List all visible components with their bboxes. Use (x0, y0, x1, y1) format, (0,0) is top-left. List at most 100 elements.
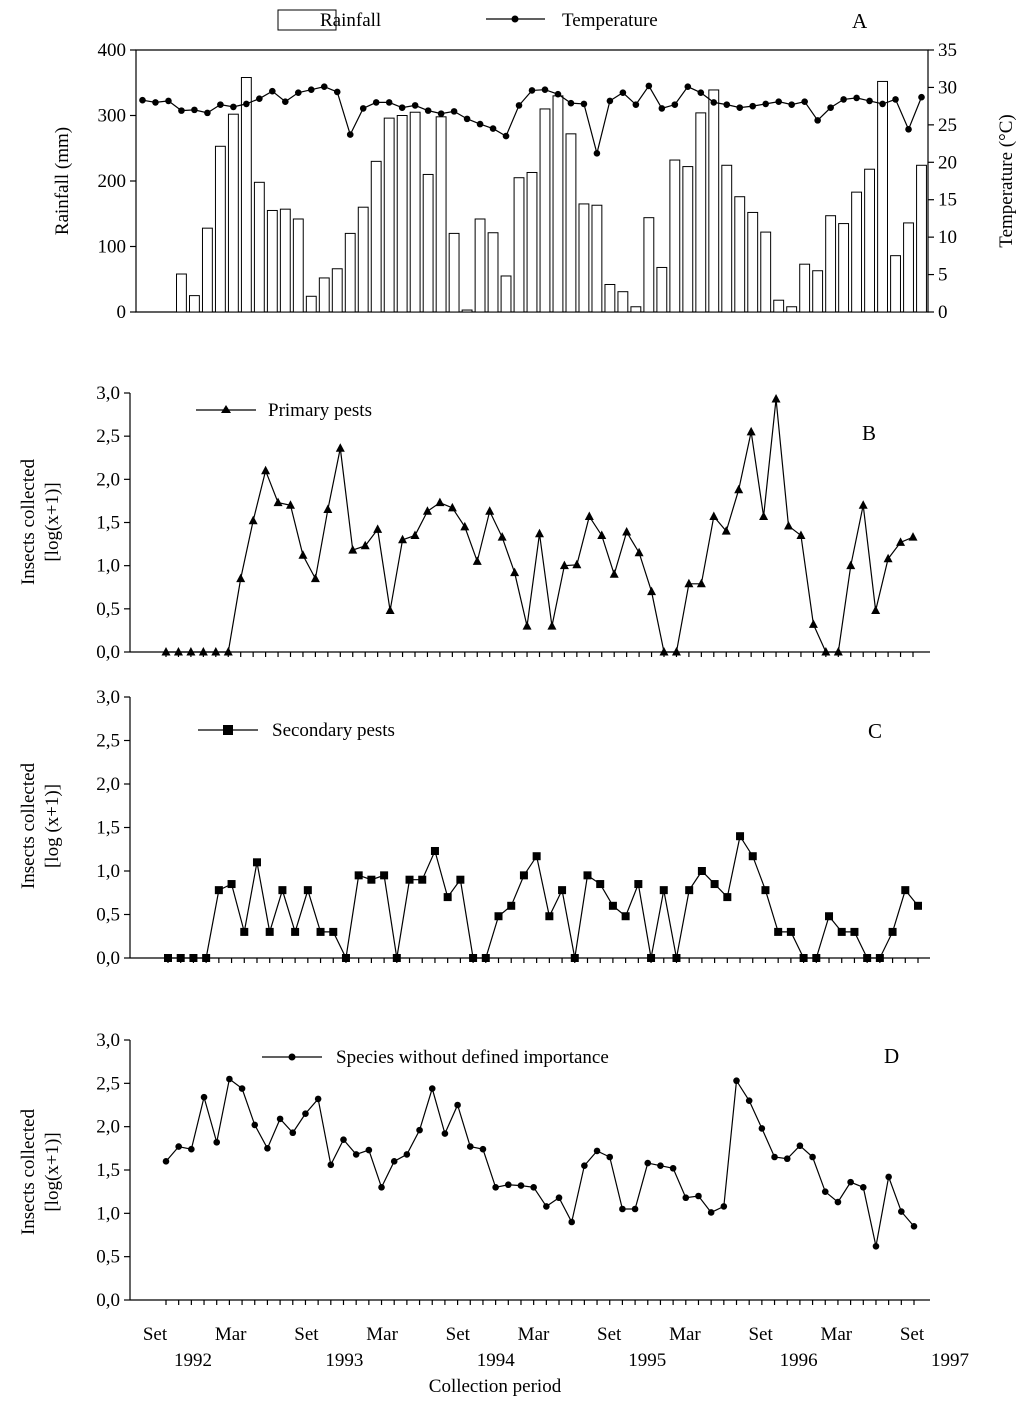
temperature-point (346, 131, 354, 138)
rainfall-bar (539, 108, 551, 313)
data-point (223, 647, 233, 656)
x-year-label: 1995 (628, 1350, 666, 1371)
temperature-point (645, 82, 653, 90)
data-point (896, 537, 906, 546)
rainfall-bar (825, 215, 837, 313)
data-point (392, 954, 401, 962)
temperature-point (398, 104, 406, 111)
data-point (597, 530, 607, 539)
data-point (555, 1194, 563, 1202)
data-point (226, 1075, 233, 1083)
data-point (428, 1085, 436, 1092)
data-point (469, 954, 478, 962)
data-point (329, 927, 338, 936)
x-year-label: 1996 (780, 1350, 818, 1371)
temperature-point (528, 87, 536, 94)
rainfall-bar (903, 222, 914, 313)
data-point (441, 1130, 449, 1137)
ytick-label: 0,5 (96, 1247, 120, 1268)
data-point (227, 880, 236, 889)
rainfall-bar (578, 203, 590, 313)
x-month-label: Mar (669, 1324, 701, 1345)
temperature-point (178, 107, 185, 114)
panel-letter-a: A (852, 9, 868, 33)
data-point (380, 871, 389, 880)
data-point (584, 511, 594, 520)
data-point (251, 1121, 259, 1129)
rainfall-bar (227, 113, 239, 313)
data-point (872, 1242, 880, 1250)
temperature-point (554, 90, 562, 98)
data-point (365, 1146, 373, 1154)
data-point (466, 1143, 474, 1150)
data-point (352, 1151, 360, 1158)
data-point (761, 886, 770, 895)
temperature-point (359, 105, 367, 112)
data-point (682, 1194, 690, 1202)
data-point (634, 547, 644, 557)
data-point (723, 893, 732, 902)
data-point (422, 506, 432, 515)
data-point (659, 647, 669, 656)
data-point (360, 540, 370, 550)
ylabel-d-line1: Insects collected (18, 1108, 39, 1235)
data-point (323, 504, 333, 514)
rainfall-bar (370, 160, 382, 313)
temperature-point (905, 126, 912, 133)
data-point (812, 954, 821, 962)
data-point (460, 521, 470, 531)
temperature-point (866, 97, 873, 105)
x-year-label: 1992 (174, 1350, 212, 1371)
ytick-right-label: 5 (938, 265, 948, 286)
data-point (173, 647, 183, 656)
data-point (771, 394, 781, 403)
data-point (416, 1126, 423, 1134)
data-point (910, 1223, 918, 1230)
ytick-label: 0,0 (96, 948, 120, 969)
data-point (314, 1095, 322, 1103)
data-point (647, 954, 656, 962)
rainfall-bar (838, 223, 850, 313)
rainfall-bar (201, 227, 213, 313)
rainfall-bar (734, 196, 746, 313)
x-month-label: Set (143, 1324, 168, 1345)
temperature-point (269, 87, 276, 95)
rainfall-bar (331, 268, 343, 313)
data-point (367, 875, 376, 884)
data-point (736, 832, 745, 841)
rainfall-bar (708, 89, 720, 313)
ytick-label: 2,5 (96, 731, 120, 752)
rainfall-bar (851, 191, 863, 313)
temperature-point (619, 89, 627, 96)
data-point (606, 1153, 614, 1161)
temperature-point (372, 99, 380, 106)
rainfall-bar (435, 116, 447, 313)
rainfall-bar (526, 171, 538, 313)
ylabel-temperature: Temperature (°C) (996, 114, 1017, 247)
temperature-point (437, 110, 445, 117)
data-point (198, 647, 208, 656)
data-point (373, 524, 383, 533)
data-point (771, 1153, 778, 1161)
temperature-point (749, 102, 757, 110)
data-point (532, 852, 541, 861)
data-point (447, 502, 457, 512)
temperature-point (580, 100, 588, 108)
temperature-point (892, 96, 899, 103)
ytick-left-label: 200 (98, 171, 127, 192)
data-point (385, 605, 395, 615)
temperature-point (684, 83, 692, 90)
rainfall-bar (799, 263, 811, 313)
data-point (341, 954, 350, 962)
rainfall-bar (396, 115, 408, 313)
temperature-point (450, 108, 458, 115)
data-point (545, 912, 554, 921)
data-point (535, 528, 544, 538)
temperature-point (697, 89, 705, 96)
data-point (481, 954, 490, 962)
data-point (581, 1162, 588, 1169)
ytick-label: 2,0 (96, 1117, 120, 1138)
data-point (644, 1159, 652, 1167)
data-point (758, 1125, 766, 1132)
ytick-label: 3,0 (96, 383, 120, 404)
